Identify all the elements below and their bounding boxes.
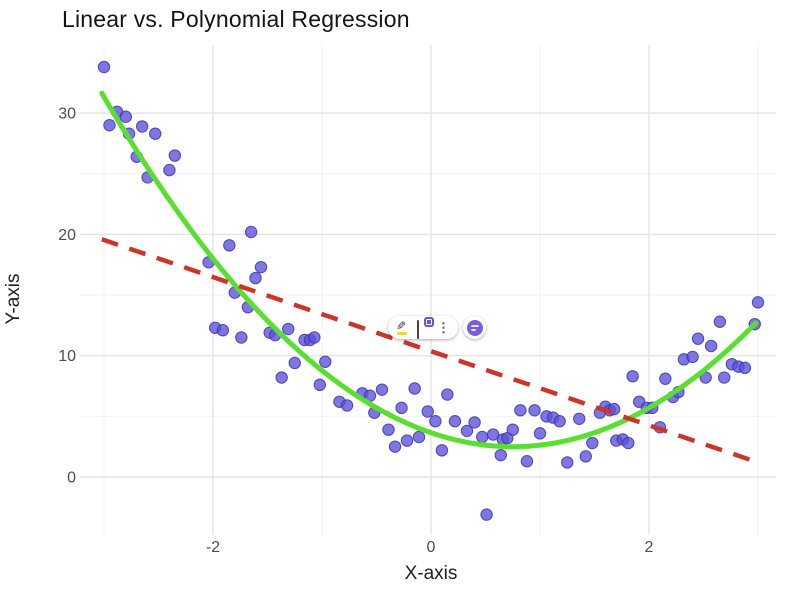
- scatter-point: [282, 322, 295, 336]
- scatter-point: [408, 382, 421, 395]
- extension-button[interactable]: [463, 316, 486, 339]
- scatter-point: [319, 355, 332, 368]
- scatter-point: [586, 436, 599, 450]
- scatter-point: [476, 430, 489, 444]
- highlighter-underline: [397, 331, 407, 335]
- scatter-point: [235, 331, 248, 344]
- scatter-point: [275, 371, 288, 384]
- selection-toolbar: ✎ ⋮: [388, 316, 486, 339]
- scatter-point: [441, 388, 454, 401]
- scatter-point: [395, 401, 408, 415]
- overflow-menu-icon[interactable]: ⋮: [437, 320, 450, 335]
- scatter-point: [135, 120, 149, 133]
- scatter-point: [713, 315, 727, 328]
- scatter-point: [468, 416, 481, 429]
- scatter-point: [686, 350, 699, 364]
- scatter-point: [520, 455, 534, 468]
- scatter-point: [288, 356, 301, 370]
- scatter-point: [103, 119, 116, 132]
- chart-title: Linear vs. Polynomial Regression: [62, 6, 410, 32]
- y-tick-label: 20: [58, 227, 76, 244]
- x-axis-title: X-axis: [404, 563, 458, 584]
- scatter-point: [249, 271, 262, 285]
- x-tick-label: 2: [645, 539, 654, 556]
- scatter-point: [480, 508, 493, 521]
- scatter-point: [421, 405, 434, 418]
- extension-logo-icon: [466, 319, 483, 336]
- scatter-point: [533, 427, 547, 440]
- scatter-point: [340, 399, 354, 412]
- scatter-point: [400, 434, 414, 447]
- scatter-point: [119, 110, 133, 123]
- x-tick-label: -2: [206, 539, 220, 556]
- scatter-point: [223, 239, 236, 252]
- scatter-point: [163, 163, 176, 177]
- scatter-point: [97, 60, 111, 74]
- scatter-point: [486, 428, 500, 441]
- polynomial-regression-curve: [99, 90, 759, 450]
- scatter-point: [561, 456, 574, 469]
- page-icon: [417, 320, 419, 339]
- x-tick-label: 0: [427, 539, 436, 556]
- scatter-point: [751, 296, 765, 309]
- scatter-point: [704, 339, 718, 353]
- linear-regression-line: [101, 237, 759, 465]
- scatter-point: [375, 383, 389, 396]
- scatter-point: [412, 430, 426, 444]
- scatter-point: [553, 415, 566, 428]
- scatter-point: [659, 372, 672, 385]
- copy-badge-icon: [424, 317, 434, 327]
- scatter-point: [435, 444, 449, 457]
- highlighter-pencil-icon[interactable]: ✎: [396, 318, 407, 335]
- y-tick-label: 0: [67, 470, 76, 487]
- y-axis-title: Y-axis: [3, 273, 24, 325]
- scatter-point: [691, 332, 705, 345]
- scatter-point: [494, 448, 507, 462]
- scatter-point: [718, 371, 731, 384]
- scatter-point: [429, 415, 442, 428]
- scatter-point: [168, 149, 182, 162]
- scatter-point: [738, 361, 752, 375]
- selection-toolbar-pill: ✎ ⋮: [388, 316, 458, 339]
- scatter-point: [254, 260, 268, 274]
- scatter-point: [244, 225, 258, 239]
- scatter-point: [514, 404, 527, 417]
- scatter-point: [448, 415, 462, 428]
- scatter-point: [216, 324, 230, 337]
- scatter-point: [528, 404, 541, 417]
- scatter-point: [622, 436, 635, 450]
- scatter-point: [506, 423, 519, 436]
- y-tick-label: 30: [58, 106, 76, 123]
- scatter-point: [573, 412, 586, 425]
- scatter-point: [313, 378, 327, 392]
- scatter-point: [382, 423, 395, 436]
- scatter-point: [460, 424, 474, 438]
- copy-to-notes-icon[interactable]: [417, 317, 434, 339]
- y-tick-label: 10: [58, 348, 76, 365]
- scatter-point: [149, 127, 162, 140]
- scatter-point: [388, 440, 402, 453]
- scatter-point: [579, 450, 592, 463]
- scatter-point: [626, 370, 639, 383]
- scatter-point: [308, 331, 321, 344]
